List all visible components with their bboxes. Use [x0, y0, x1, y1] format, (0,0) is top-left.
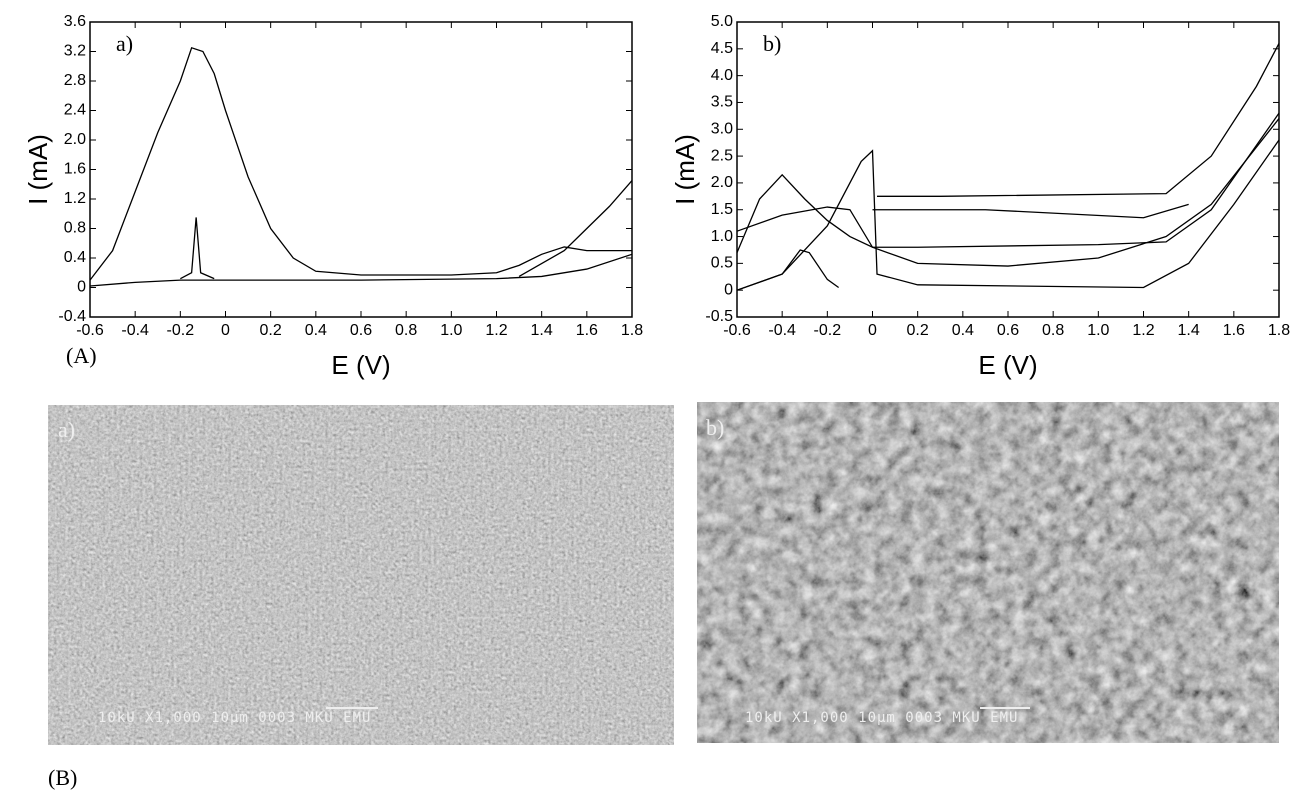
x-tick-label: 1.4: [531, 322, 553, 339]
x-tick-label: -0.2: [167, 322, 195, 339]
y-tick-label: 2.0: [711, 174, 733, 191]
image-label: b): [706, 415, 724, 440]
y-tick-label: 2.0: [64, 131, 86, 148]
x-tick-label: 0.2: [907, 322, 929, 339]
y-tick-label: 1.5: [711, 201, 733, 218]
image-caption: 10kU X1,000 10µm 0003 MKU EMU: [98, 710, 371, 726]
y-tick-label: 0.5: [711, 255, 733, 272]
y-tick-label: 4.5: [711, 40, 733, 57]
cv-curve: [736, 118, 1280, 267]
y-tick-label: 3.6: [64, 13, 86, 30]
x-tick-label: 1.6: [576, 322, 598, 339]
x-tick-label: 0.4: [305, 322, 327, 339]
image-label: a): [58, 417, 75, 442]
y-tick-label: 1.6: [64, 161, 86, 178]
y-tick-label: 0: [724, 281, 733, 298]
sem-texture: [697, 402, 1279, 743]
cv-curve: [518, 180, 633, 278]
cv-curve: [736, 139, 1280, 291]
image-caption: 10kU X1,000 10µm 0003 MKU EMU: [745, 710, 1018, 726]
x-tick-label: 1.8: [621, 322, 643, 339]
x-axis-label: E (V): [331, 350, 390, 380]
y-tick-label: 0.8: [64, 220, 86, 237]
x-tick-label: 1.6: [1223, 322, 1245, 339]
x-tick-label: 1.8: [1268, 322, 1290, 339]
y-tick-label: -0.4: [58, 308, 86, 325]
y-tick-label: 4.0: [711, 67, 733, 84]
x-tick-label: 0.6: [350, 322, 372, 339]
x-tick-label: -0.2: [814, 322, 842, 339]
y-tick-label: 2.5: [711, 147, 733, 164]
y-tick-label: 3.0: [711, 120, 733, 137]
x-tick-label: 1.0: [440, 322, 462, 339]
x-tick-label: -0.6: [76, 322, 104, 339]
y-tick-label: 2.4: [64, 102, 86, 119]
y-tick-label: 0.4: [64, 249, 86, 266]
cv-curve: [736, 112, 1280, 253]
panel-label: a): [116, 31, 133, 56]
panel-label: b): [763, 31, 781, 56]
y-axis-label: I (mA): [23, 134, 53, 205]
x-tick-label: 0: [868, 322, 877, 339]
x-tick-label: 1.4: [1178, 322, 1200, 339]
plot-frame: [89, 21, 633, 318]
y-tick-label: 1.2: [64, 190, 86, 207]
x-tick-label: 0.8: [395, 322, 417, 339]
x-tick-label: 0.2: [260, 322, 282, 339]
cv-curve: [872, 203, 1189, 219]
sem-texture: [48, 405, 674, 745]
y-axis-label: I (mA): [670, 134, 700, 205]
x-tick-label: 0.8: [1042, 322, 1064, 339]
x-tick-label: 1.2: [485, 322, 507, 339]
x-tick-label: -0.6: [723, 322, 751, 339]
y-tick-label: 5.0: [711, 13, 733, 30]
x-tick-label: 0: [221, 322, 230, 339]
cv-curve: [180, 217, 215, 280]
y-tick-label: 3.5: [711, 94, 733, 111]
cv-curve: [89, 46, 632, 281]
x-tick-label: 0.6: [997, 322, 1019, 339]
x-tick-label: 1.0: [1087, 322, 1109, 339]
x-axis-label: E (V): [978, 350, 1037, 380]
x-tick-label: 1.2: [1132, 322, 1154, 339]
y-tick-label: 1.0: [711, 228, 733, 245]
cv-curve: [877, 43, 1280, 197]
cv-curve: [89, 253, 633, 287]
figure-label: (B): [48, 765, 77, 790]
x-tick-label: -0.4: [768, 322, 796, 339]
x-tick-label: -0.4: [121, 322, 149, 339]
x-tick-label: 0.4: [952, 322, 974, 339]
y-tick-label: -0.5: [705, 308, 733, 325]
cv-curve: [736, 249, 840, 291]
figure-label: (A): [66, 343, 97, 368]
y-tick-label: 3.2: [64, 43, 86, 60]
y-tick-label: 0: [77, 279, 86, 296]
plot-frame: [736, 21, 1280, 318]
y-tick-label: 2.8: [64, 72, 86, 89]
